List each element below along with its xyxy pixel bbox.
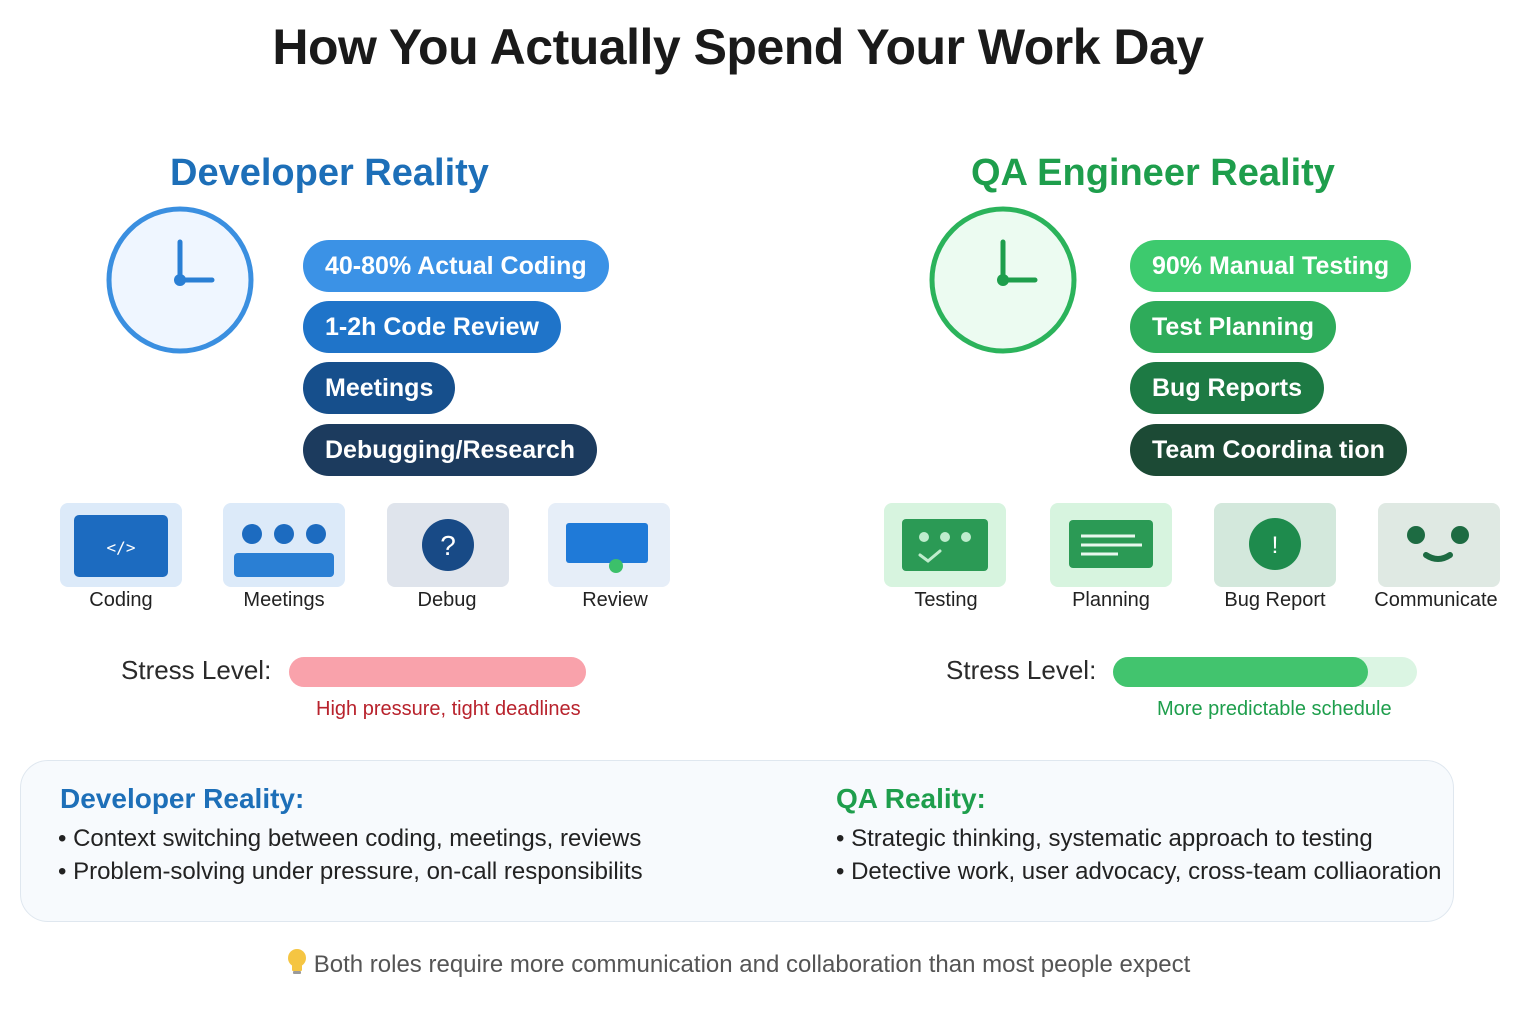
debug-label: Debug [417,589,477,611]
testing-tile [884,503,1006,587]
summary-qa-point: • Strategic thinking, systematic approac… [836,825,1373,852]
alert-icon: ! [1249,518,1301,570]
summary-developer-point: • Context switching between coding, meet… [58,825,642,852]
test-screen-icon [902,519,988,571]
summary-developer-title: Developer Reality: [60,783,305,814]
review-label: Review [582,589,648,611]
summary-qa-title: QA Reality: [836,783,986,814]
developer-heading: Developer Reality [170,152,489,194]
lightbulb-icon [287,949,306,974]
communicate-tile [1378,503,1500,587]
developer-stress-note: High pressure, tight deadlines [316,698,581,720]
question-icon: ? [422,519,474,571]
qa-stress-label: Stress Level: [946,655,1097,685]
code-glyph: </> [107,538,136,557]
qa-stress-fill [1113,657,1369,687]
document-icon [1069,520,1153,568]
qa-pill-manual-testing: 90% Manual Testing [1130,240,1412,292]
debug-tile: ? [387,503,509,587]
developer-pill-debugging: Debugging/Research [303,424,598,476]
footer-note: Both roles require more communication an… [0,948,1476,979]
qa-pill-test-planning: Test Planning [1130,301,1337,353]
developer-stress-label: Stress Level: [121,655,272,685]
meetings-label: Meetings [243,589,325,611]
developer-pill-coding: 40-80% Actual Coding [303,240,609,292]
bug-report-tile: ! [1214,503,1336,587]
developer-pill-code-review: 1-2h Code Review [303,301,561,353]
qa-stress-note: More predictable schedule [1157,698,1392,720]
smile-icon [1407,526,1469,562]
qa-clock-icon [929,206,1077,354]
review-tile [548,503,670,587]
developer-clock-icon [106,206,254,354]
meeting-icon [234,524,334,577]
monitor-icon [566,523,648,573]
bug-report-label: Bug Report [1224,589,1326,611]
developer-stress-bar [289,657,586,687]
meetings-tile [223,503,345,587]
qa-stress-bar [1113,657,1417,687]
developer-pill-meetings: Meetings [303,362,456,414]
qa-pill-team-coordination: Team Coordina tion [1130,424,1407,476]
planning-tile [1050,503,1172,587]
summary-qa-point: • Detective work, user advocacy, cross-t… [836,858,1442,885]
footer-text: Both roles require more communication an… [313,951,1191,978]
testing-label: Testing [914,589,978,611]
code-icon: </> [74,515,168,577]
qa-pill-bug-reports: Bug Reports [1130,362,1324,414]
question-glyph: ? [440,530,456,561]
communicate-label: Communicate [1374,589,1498,611]
coding-tile: </> [60,503,182,587]
planning-label: Planning [1072,589,1150,611]
qa-heading: QA Engineer Reality [971,152,1335,194]
summary-developer-point: • Problem-solving under pressure, on-cal… [58,858,643,885]
summary-panel [20,760,1454,922]
coding-label: Coding [89,589,153,611]
page-title: How You Actually Spend Your Work Day [272,19,1204,75]
alert-glyph: ! [1272,532,1279,559]
developer-stress-fill [289,657,586,687]
